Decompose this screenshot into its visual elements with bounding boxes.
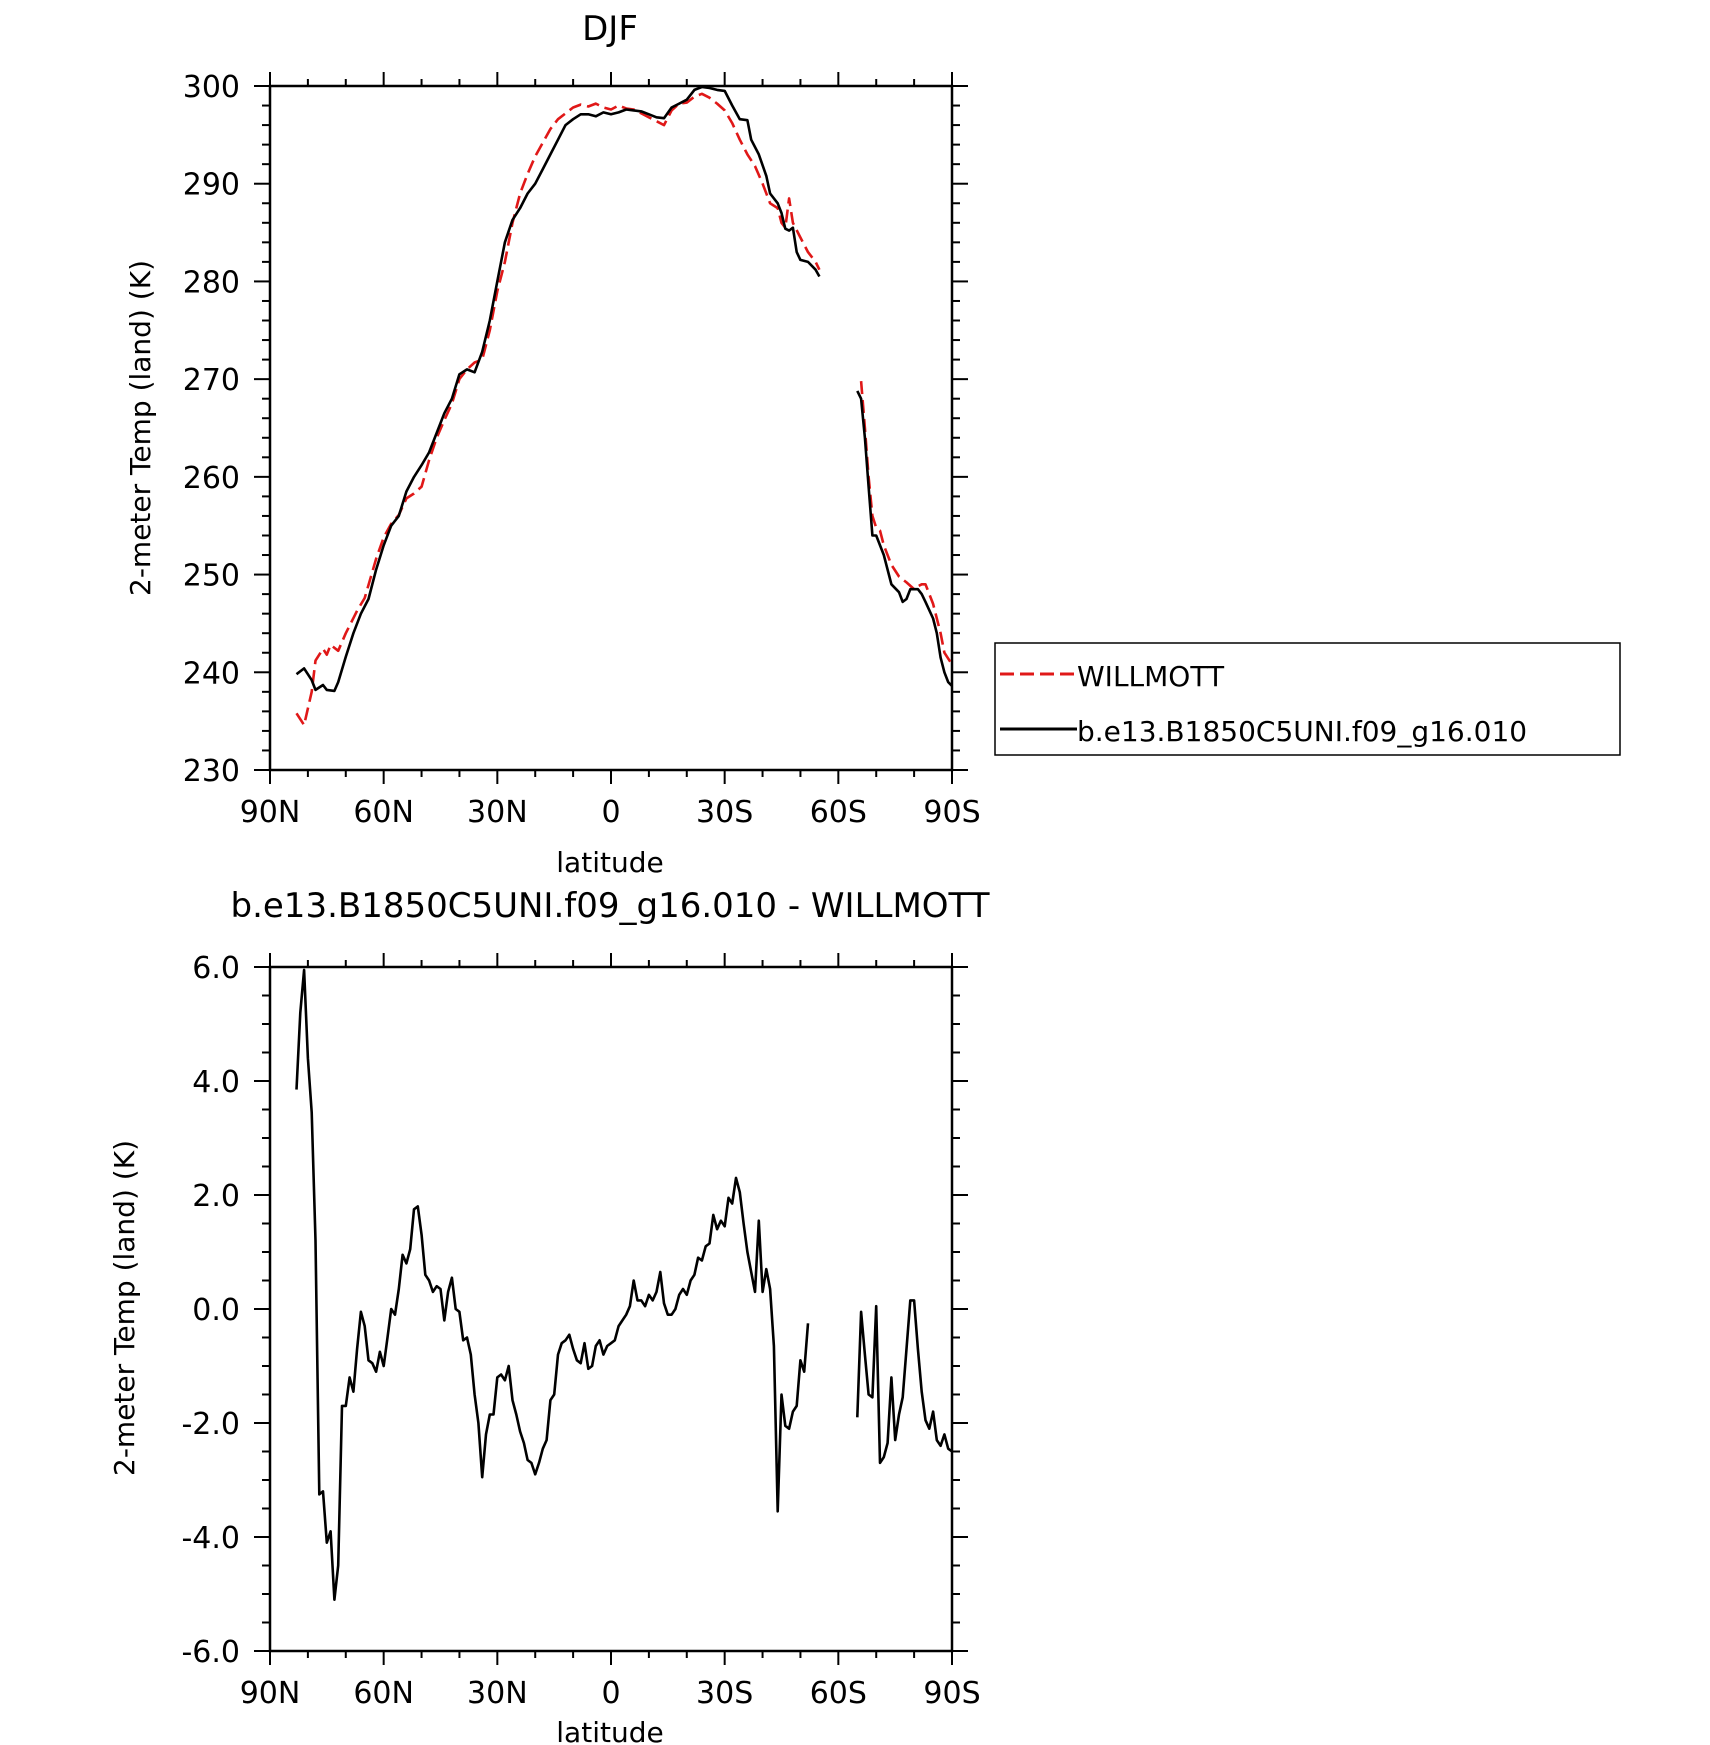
top-y-tick-label: 240 (183, 656, 240, 691)
top-panel: DJF 90N 60N 30N 0 30S 60S 90S 300 290 280 270 260 2… (124, 9, 981, 879)
top-y-tick-label: 230 (183, 754, 240, 789)
bottom-x-tick-label: 60S (810, 1676, 867, 1711)
top-plot-frame (254, 72, 968, 784)
top-x-tick-label: 30S (696, 795, 753, 830)
top-series-lines (295, 85, 954, 727)
legend: WILLMOTT b.e13.B1850C5UNI.f09_g16.010 (994, 642, 1621, 756)
top-plot-border (268, 84, 954, 772)
top-chart-title: DJF (582, 9, 638, 49)
bottom-x-tick-label: 90N (240, 1676, 301, 1711)
bottom-y-tick-label: -4.0 (181, 1521, 240, 1556)
top-x-tick-labels: 90N 60N 30N 0 30S 60S 90S (240, 795, 981, 830)
bottom-y-tick-label: -6.0 (181, 1635, 240, 1670)
top-y-tick-labels: 300 290 280 270 260 250 240 230 (183, 70, 240, 789)
top-series-willmott-line-0 (295, 92, 821, 727)
bottom-x-tick-label: 90S (923, 1676, 980, 1711)
bottom-y-tick-label: 6.0 (192, 951, 240, 986)
top-y-tick-label: 300 (183, 70, 240, 105)
top-x-tick-label: 90N (240, 795, 301, 830)
top-y-tick-label: 280 (183, 265, 240, 300)
top-y-tick-label: 260 (183, 461, 240, 496)
top-series-willmott-line-1 (859, 380, 954, 666)
top-y-tick-label: 290 (183, 168, 240, 203)
bottom-x-tick-label: 0 (601, 1676, 620, 1711)
bottom-series-difference-line-1 (856, 1299, 953, 1465)
bottom-plot-border (268, 965, 954, 1653)
bottom-x-tick-label: 30S (696, 1676, 753, 1711)
top-x-tick-label: 60N (353, 795, 414, 830)
top-x-tick-label: 30N (467, 795, 528, 830)
bottom-y-tick-label: -2.0 (181, 1407, 240, 1442)
top-series-b-e13-b1850c5uni-f09-g16-010-line-1 (856, 390, 953, 687)
bottom-y-tick-label: 0.0 (192, 1293, 240, 1328)
bottom-series-difference-line-0 (295, 968, 810, 1601)
legend-box (994, 642, 1621, 756)
top-x-tick-label: 90S (923, 795, 980, 830)
bottom-y-tick-label: 2.0 (192, 1179, 240, 1214)
bottom-y-tick-labels: 6.0 4.0 2.0 0.0 -2.0 -4.0 -6.0 (181, 951, 240, 1670)
bottom-chart-title: b.e13.B1850C5UNI.f09_g16.010 - WILLMOTT (231, 886, 990, 926)
top-y-axis-label: 2-meter Temp (land) (K) (124, 260, 157, 596)
legend-label-model: b.e13.B1850C5UNI.f09_g16.010 (1077, 715, 1527, 748)
bottom-plot-frame (254, 953, 968, 1665)
bottom-x-tick-labels: 90N 60N 30N 0 30S 60S 90S (240, 1676, 981, 1711)
bottom-x-axis-label: latitude (556, 1716, 663, 1745)
bottom-x-tick-label: 30N (467, 1676, 528, 1711)
top-x-axis-label: latitude (556, 846, 663, 879)
bottom-series-lines (295, 968, 953, 1601)
top-x-tick-label: 60S (810, 795, 867, 830)
top-series-b-e13-b1850c5uni-f09-g16-010-line-0 (295, 85, 821, 693)
top-y-tick-label: 250 (183, 559, 240, 594)
bottom-y-axis-label: 2-meter Temp (land) (K) (108, 1140, 141, 1476)
bottom-x-tick-label: 60N (353, 1676, 414, 1711)
bottom-y-tick-label: 4.0 (192, 1065, 240, 1100)
top-x-tick-label: 0 (601, 795, 620, 830)
bottom-panel: b.e13.B1850C5UNI.f09_g16.010 - WILLMOTT … (108, 886, 990, 1745)
top-y-tick-label: 270 (183, 363, 240, 398)
legend-label-willmott: WILLMOTT (1077, 660, 1225, 693)
